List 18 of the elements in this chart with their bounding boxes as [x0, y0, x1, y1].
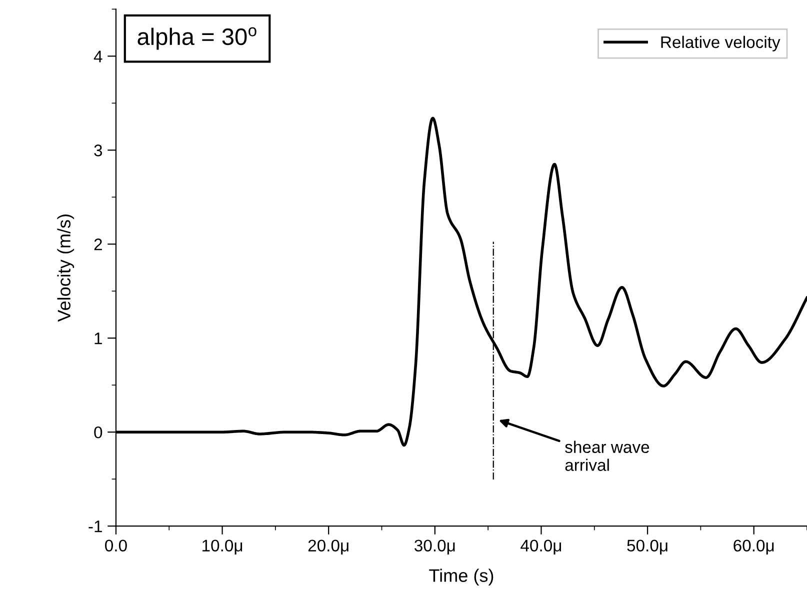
y-tick-label: 4	[94, 50, 102, 62]
x-tick-label: 10.0μ	[202, 540, 242, 555]
x-tick-label: 30.0μ	[414, 540, 455, 555]
y-axis-title: Velocity (m/s)	[57, 214, 74, 322]
annotation: shear wave arrival	[565, 440, 650, 471]
x-tick-label: 60.0μ	[734, 540, 774, 555]
y-tick-label: -1	[88, 520, 102, 532]
y-tick-label: 0	[94, 426, 102, 438]
x-tick-label: 20.0μ	[308, 540, 348, 555]
x-tick-label: 50.0μ	[627, 540, 668, 555]
x-axis-title: Time (s)	[429, 568, 494, 586]
annotation: alpha = 30$^{o}$	[138, 27, 256, 50]
y-tick-label: 3	[94, 144, 102, 156]
y-tick-label: 1	[94, 332, 102, 344]
x-tick-label: 40.0μ	[520, 540, 562, 555]
x-tick-label: 0.0	[105, 540, 127, 552]
y-tick-label: 2	[94, 238, 102, 250]
legend-label: Relative velocity	[661, 36, 780, 52]
